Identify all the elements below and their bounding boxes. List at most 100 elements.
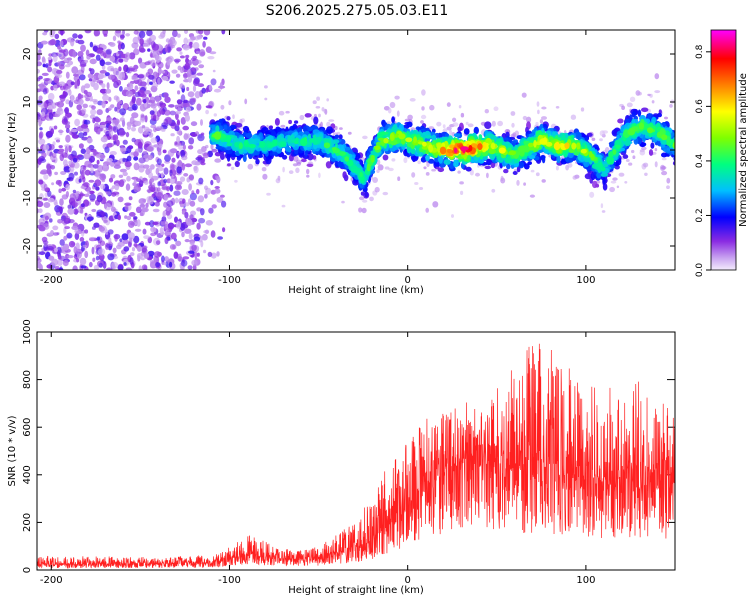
heatmap-cell (535, 121, 539, 125)
heatmap-cell (458, 105, 462, 109)
heatmap-cell (128, 212, 136, 217)
heatmap-cell (91, 98, 98, 103)
heatmap-cell (172, 30, 178, 38)
heatmap-cell (503, 168, 509, 174)
heatmap-cell (259, 141, 266, 148)
heatmap-cell (326, 98, 330, 102)
heatmap-cell (73, 73, 79, 77)
heatmap-cell (618, 172, 625, 177)
heatmap-cell (428, 144, 433, 153)
heatmap-cell (222, 227, 226, 233)
heatmap-cell (145, 202, 149, 208)
heatmap-cell (126, 155, 132, 162)
heatmap-cell (152, 208, 160, 213)
heatmap-cell (210, 230, 216, 238)
heatmap-cell (105, 48, 112, 55)
heatmap-cell (193, 165, 198, 171)
heatmap-cell (208, 207, 214, 214)
heatmap-cell (162, 75, 169, 81)
heatmap-cell (38, 179, 44, 185)
heatmap-cell (170, 174, 176, 179)
heatmap-cell (39, 193, 44, 201)
heatmap-cell (159, 70, 166, 74)
heatmap-cell (255, 158, 260, 165)
heatmap-cell (599, 130, 605, 137)
heatmap-cell (347, 131, 352, 135)
heatmap-cell (141, 245, 147, 252)
heatmap-cell (530, 169, 535, 173)
heatmap-cell (89, 236, 97, 241)
heatmap-cell (175, 221, 182, 229)
heatmap-cell (169, 177, 175, 185)
heatmap-cell (226, 116, 231, 121)
heatmap-cell (287, 137, 293, 144)
heatmap-cell (74, 118, 80, 127)
heatmap-cell (176, 135, 181, 144)
heatmap-cell (169, 163, 175, 171)
heatmap-cell (261, 126, 269, 134)
heatmap-cell (637, 91, 642, 96)
heatmap-cell (131, 96, 136, 104)
heatmap-cell (306, 141, 312, 145)
heatmap-cell (173, 58, 181, 63)
heatmap-cell (62, 243, 70, 251)
heatmap-cell (452, 122, 459, 127)
heatmap-cell (475, 172, 480, 177)
heatmap-cell (193, 78, 200, 86)
heatmap-cell (119, 117, 125, 122)
heatmap-cell (258, 154, 263, 158)
heatmap-cell (75, 248, 80, 255)
heatmap-cell (185, 54, 190, 59)
heatmap-cell (529, 194, 536, 198)
heatmap-cell (615, 144, 621, 150)
heatmap-cell (621, 105, 625, 111)
heatmap-cell (109, 42, 116, 47)
heatmap-cell (198, 49, 206, 57)
heatmap-cell (210, 252, 217, 259)
heatmap-cell (245, 132, 253, 139)
heatmap-cell (51, 67, 58, 75)
heatmap-cell (133, 216, 138, 220)
heatmap-cell (493, 106, 499, 111)
heatmap-cell (122, 30, 125, 36)
heatmap-cell (221, 200, 227, 208)
heatmap-cell (453, 133, 461, 138)
heatmap-cell (146, 30, 153, 37)
heatmap-cell (120, 34, 125, 39)
colorbar-gradient (710, 29, 737, 271)
heatmap-cell (163, 93, 169, 98)
heatmap-cell (344, 146, 351, 151)
heatmap-cell (212, 69, 216, 73)
heatmap-cell (220, 153, 225, 161)
heatmap-cell (98, 226, 105, 232)
heatmap-cell (143, 235, 150, 240)
heatmap-cell (57, 259, 63, 266)
heatmap-cell (47, 66, 53, 73)
heatmap-cell (114, 234, 118, 242)
heatmap-cell (136, 245, 142, 252)
heatmap-cell (138, 73, 144, 79)
heatmap-cell (185, 106, 192, 113)
y-tick-label: 400 (22, 465, 33, 484)
heatmap-cell (150, 59, 156, 67)
heatmap-cell (148, 132, 154, 138)
heatmap-cell (174, 197, 179, 204)
heatmap-cell (384, 166, 390, 170)
heatmap-cell (431, 168, 436, 172)
heatmap-cell (138, 198, 146, 205)
heatmap-cell (55, 139, 61, 143)
heatmap-cell (135, 206, 142, 214)
heatmap-cell (115, 244, 122, 250)
heatmap-cell (84, 83, 91, 89)
heatmap-cell (302, 154, 310, 160)
heatmap-cell (359, 196, 365, 201)
heatmap-cell (359, 171, 363, 178)
heatmap-cell (316, 96, 320, 101)
heatmap-cell (169, 261, 173, 268)
heatmap-cell (285, 110, 290, 114)
heatmap-cell (72, 189, 77, 194)
heatmap-cell (151, 82, 159, 89)
heatmap-cell (123, 262, 127, 266)
heatmap-cell (63, 159, 68, 167)
